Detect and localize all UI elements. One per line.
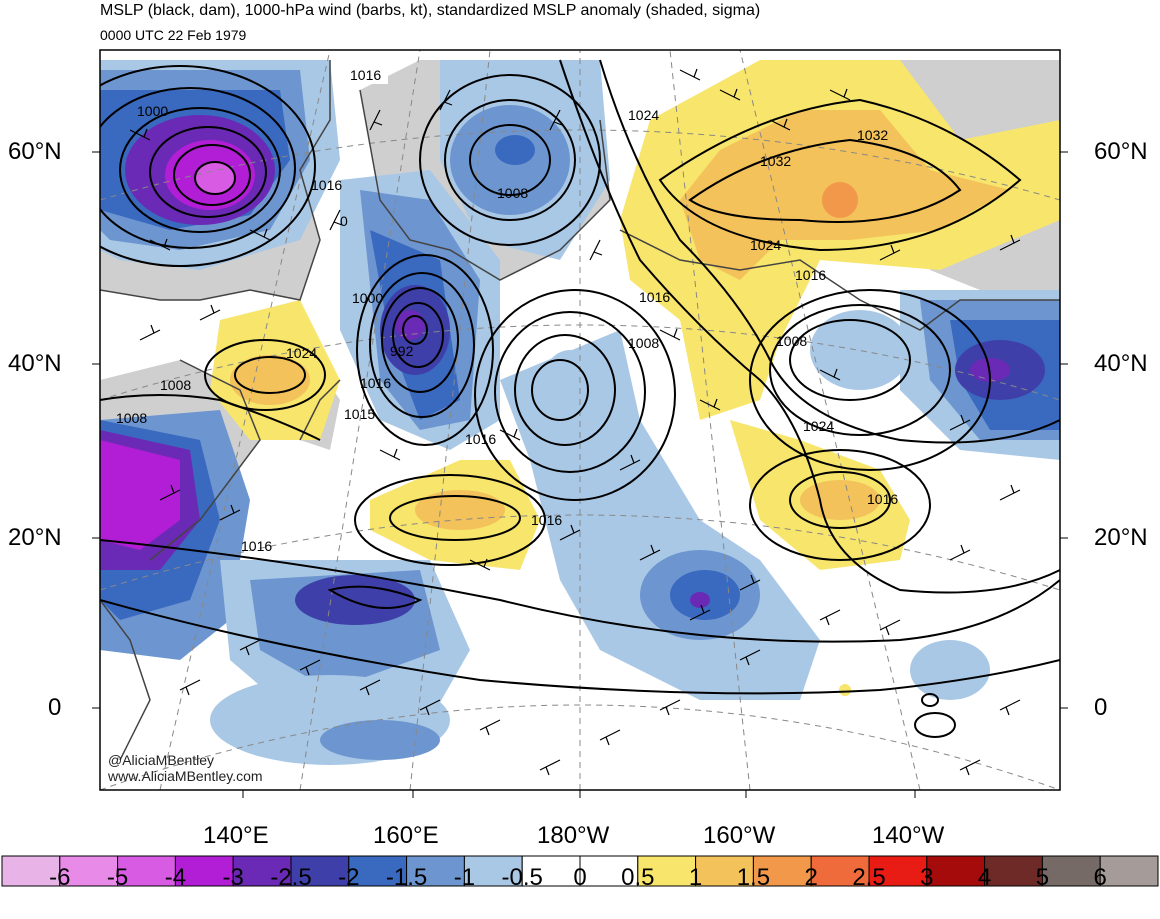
isobar-label: 1016: [350, 67, 381, 83]
colorbar-box: [348, 855, 408, 887]
watermark-url: www.AliciaMBentley.com: [108, 768, 263, 784]
colorbar-label: 0: [573, 864, 587, 891]
colorbar-label: -1: [453, 864, 476, 891]
colorbar-label: -2.5: [270, 864, 312, 891]
colorbar-box: [926, 855, 986, 887]
colorbar-label: 5: [1035, 864, 1050, 891]
colorbar-label: 4: [977, 864, 992, 891]
wind-barbs: [129, 68, 1021, 776]
colorbar-box: [984, 855, 1043, 887]
isobar-label: 1024: [628, 107, 659, 123]
isobar-label: 0: [340, 213, 348, 229]
colorbar-label: 1.5: [736, 864, 771, 891]
lat-label-right: 40°N: [1094, 350, 1148, 377]
colorbar-label: 2: [804, 864, 818, 891]
lat-label-left: 0: [48, 694, 62, 721]
colorbar-box: [868, 855, 928, 887]
lat-label-right: 60°N: [1094, 138, 1148, 165]
isobar-label: 1008: [628, 335, 659, 351]
lat-label-right: 0: [1094, 694, 1108, 721]
lat-label-left: 60°N: [8, 138, 62, 165]
colorbar-box: [1, 855, 61, 887]
lon-label: 180°W: [537, 822, 610, 849]
isobar-label: 1016: [639, 289, 670, 305]
colorbar-label: 0.5: [621, 864, 655, 891]
colorbar-box: [579, 855, 639, 887]
isobar-label: 1008: [116, 410, 147, 426]
isobar-label: 1016: [241, 538, 272, 554]
lon-label: 140°E: [203, 822, 269, 849]
colorbar-label: 3: [920, 864, 934, 891]
isobar-label: 1024: [286, 345, 317, 361]
lat-label-left: 40°N: [8, 350, 62, 377]
isobar-label: 1032: [857, 127, 888, 143]
colorbar-label: -0.5: [501, 864, 543, 891]
positive-anomaly-shading: [210, 60, 1060, 696]
isobar-label: 1008: [497, 185, 528, 201]
colorbar-label: 6: [1093, 864, 1107, 891]
colorbar-label: -6: [49, 864, 71, 891]
lon-label: 140°W: [872, 822, 945, 849]
colorbar: [1, 855, 1159, 887]
negative-anomaly-shading: [100, 60, 1060, 765]
isobar-label: 1016: [867, 491, 898, 507]
colorbar-label: -1.5: [385, 864, 428, 891]
colorbar-label: -3: [222, 864, 244, 891]
frame-ticks: [92, 151, 1068, 798]
colorbar-label: -4: [164, 864, 187, 891]
lat-label-right: 20°N: [1094, 524, 1148, 551]
colorbar-label: -2: [338, 864, 360, 891]
isobar-label: 1000: [137, 103, 168, 119]
figure-title: MSLP (black, dam), 1000-hPa wind (barbs,…: [100, 2, 761, 19]
colorbar-box: [695, 855, 754, 887]
isobar-label: 992: [390, 343, 414, 359]
colorbar-box: [521, 855, 581, 887]
lat-label-left: 20°N: [8, 524, 62, 551]
isobar-label: 1016: [465, 431, 496, 447]
graticule: [100, 50, 1060, 790]
colorbar-box: [1099, 855, 1159, 887]
colorbar-box: [232, 855, 292, 887]
isobar-label: 1016: [795, 267, 826, 283]
isobars: [100, 59, 1060, 738]
colorbar-label: 2.5: [852, 864, 886, 891]
colorbar-box: [59, 855, 119, 887]
colorbar-label: -5: [106, 864, 129, 891]
figure-subtitle: 0000 UTC 22 Feb 1979: [100, 27, 247, 43]
isobar-label: 1015: [344, 406, 375, 422]
coastlines: [100, 60, 1060, 761]
colorbar-box: [810, 855, 870, 887]
colorbar-box: [752, 855, 812, 887]
colorbar-box: [1041, 855, 1101, 887]
colorbar-label: 1: [688, 864, 703, 891]
isobar-labels: 1016 1000 1024 1016 0 1008 1032 1032 102…: [116, 66, 898, 554]
isobar-label: 1008: [160, 377, 191, 393]
isobar-label: 1016: [360, 375, 391, 391]
watermark-handle: @AliciaMBentley: [108, 752, 215, 768]
isobar-label: 1016: [311, 177, 342, 193]
colorbar-box: [637, 855, 697, 887]
lon-label: 160°E: [373, 822, 439, 849]
isobar-label: 1000: [352, 290, 383, 306]
isobar-label: 1008: [776, 333, 807, 349]
colorbar-box: [174, 855, 234, 887]
colorbar-box: [406, 855, 465, 887]
isobar-label: 1024: [750, 237, 781, 253]
isobar-label: 1032: [760, 153, 791, 169]
lon-label: 160°W: [703, 822, 776, 849]
colorbar-box: [117, 855, 176, 887]
isobar-label: 1024: [803, 418, 834, 434]
isobar-label: 1016: [531, 512, 562, 528]
